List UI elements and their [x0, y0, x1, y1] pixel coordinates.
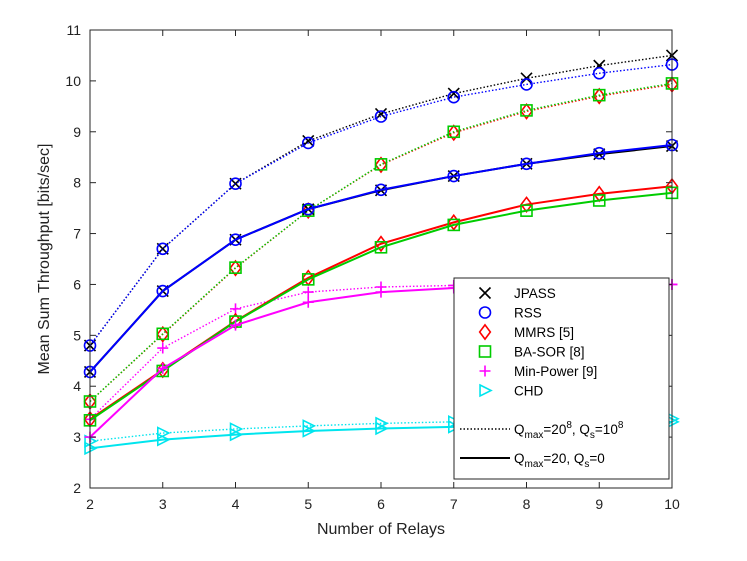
y-tick-label: 7 — [73, 226, 81, 242]
x-tick-label: 9 — [595, 496, 603, 512]
data-point-rss-solid — [520, 157, 533, 171]
data-point-rss-dotted — [374, 110, 388, 123]
legend-label-rss: RSS — [514, 306, 542, 321]
data-point-ba-sor-8-solid — [374, 240, 388, 254]
legend: JPASS RSS MMRS [5] BA-SOR [8] Min-Power [9] C… — [453, 277, 670, 480]
x-tick-label: 3 — [159, 496, 167, 512]
x-tick-label: 7 — [450, 496, 458, 512]
y-tick-label: 11 — [66, 22, 81, 38]
y-tick-label: 6 — [73, 276, 81, 292]
data-point-mmrs-5-dotted — [592, 87, 606, 105]
data-point-chd-solid — [229, 427, 244, 442]
legend-marker-min-power-9 — [479, 365, 491, 377]
data-point-ba-sor-8-dotted — [447, 125, 461, 139]
legend-marker-rss — [478, 306, 492, 319]
legend-marker-mmrs-5 — [478, 323, 492, 341]
data-point-rss-dotted — [447, 90, 461, 104]
x-tick-label: 8 — [523, 496, 531, 512]
data-point-ba-sor-8-dotted — [374, 158, 388, 171]
series-line-ba-sor-8-dotted — [89, 82, 673, 403]
legend-marker-ba-sor-8 — [478, 345, 492, 358]
y-tick-label: 3 — [73, 429, 81, 445]
data-point-rss-dotted — [156, 242, 170, 256]
data-point-ba-sor-8-solid — [447, 218, 461, 232]
x-tick-label: 10 — [664, 496, 680, 512]
data-point-ba-sor-8-dotted — [592, 88, 606, 102]
series-line-chd-dotted — [89, 418, 673, 442]
x-axis-label: Number of Relays — [317, 521, 445, 538]
y-tick-label: 2 — [73, 480, 81, 496]
axes-layer: 2 3 4 5 6 7 8 9 10 2 3 4 5 6 7 8 9 10 11 — [65, 22, 680, 512]
x-tick-label: 2 — [86, 496, 94, 512]
series-line-rss-dotted — [89, 63, 673, 346]
data-point-rss-solid — [301, 202, 315, 216]
data-point-jpass-dotted — [447, 87, 460, 100]
y-tick-label: 9 — [73, 124, 81, 140]
data-point-ba-sor-8-solid — [301, 273, 315, 286]
legend-config-solid: Qmax=20, Qs=0 — [514, 451, 605, 470]
data-point-min-power-9-solid — [302, 296, 314, 308]
data-point-min-power-9-dotted — [230, 303, 241, 315]
series-line-rss-solid — [89, 144, 673, 373]
legend-label-min-power-9: Min-Power [9] — [514, 364, 597, 379]
data-point-chd-solid — [375, 421, 389, 436]
data-point-ba-sor-8-solid — [520, 204, 533, 217]
legend-label-chd: CHD — [514, 384, 543, 399]
data-point-chd-solid — [302, 424, 317, 438]
legend-label-mmrs-5: MMRS [5] — [514, 325, 574, 340]
x-tick-label: 6 — [377, 496, 385, 512]
series-rss-solid — [83, 138, 679, 379]
data-point-rss-solid — [374, 183, 388, 197]
y-tick-label: 4 — [73, 378, 81, 394]
legend-marker-jpass — [478, 286, 492, 300]
data-point-rss-dotted — [229, 177, 242, 190]
data-point-rss-solid — [156, 284, 170, 298]
data-point-ba-sor-8-dotted — [156, 327, 170, 341]
data-point-ba-sor-8-dotted — [229, 261, 242, 274]
data-point-mmrs-5-solid — [520, 196, 533, 214]
y-axis-label: Mean Sum Throughput [bits/sec] — [36, 144, 53, 375]
data-point-ba-sor-8-dotted — [520, 104, 533, 117]
y-tick-label: 5 — [73, 327, 81, 343]
data-point-chd-solid — [84, 441, 98, 456]
data-point-min-power-9-solid — [230, 319, 241, 331]
data-point-min-power-9-solid — [157, 362, 169, 374]
legend-marker-chd — [479, 383, 493, 398]
data-point-rss-solid — [229, 233, 242, 246]
y-tick-label: 8 — [73, 175, 81, 191]
data-point-ba-sor-8-solid — [592, 194, 606, 207]
data-point-rss-dotted — [520, 78, 533, 91]
data-point-chd-dotted — [157, 426, 171, 440]
data-point-rss-dotted — [592, 66, 606, 80]
legend-config-dotted: Qmax=208, Qs=108 — [514, 420, 624, 441]
data-point-rss-solid — [447, 169, 461, 183]
data-point-rss-dotted — [301, 136, 315, 150]
x-tick-label: 4 — [232, 496, 240, 512]
data-point-chd-solid — [157, 432, 171, 447]
data-point-min-power-9-solid — [375, 286, 387, 298]
y-tick-label: 10 — [65, 73, 81, 89]
legend-label-jpass: JPASS — [514, 286, 556, 301]
data-point-rss-solid — [592, 146, 606, 160]
data-point-mmrs-5-dotted — [156, 325, 170, 343]
data-point-min-power-9-dotted — [157, 342, 169, 354]
data-point-mmrs-5-dotted — [374, 156, 388, 174]
x-tick-label: 5 — [304, 496, 312, 512]
data-point-mmrs-5-dotted — [229, 259, 242, 277]
data-point-min-power-9-dotted — [302, 286, 314, 298]
legend-label-ba-sor-8: BA-SOR [8] — [514, 345, 585, 360]
